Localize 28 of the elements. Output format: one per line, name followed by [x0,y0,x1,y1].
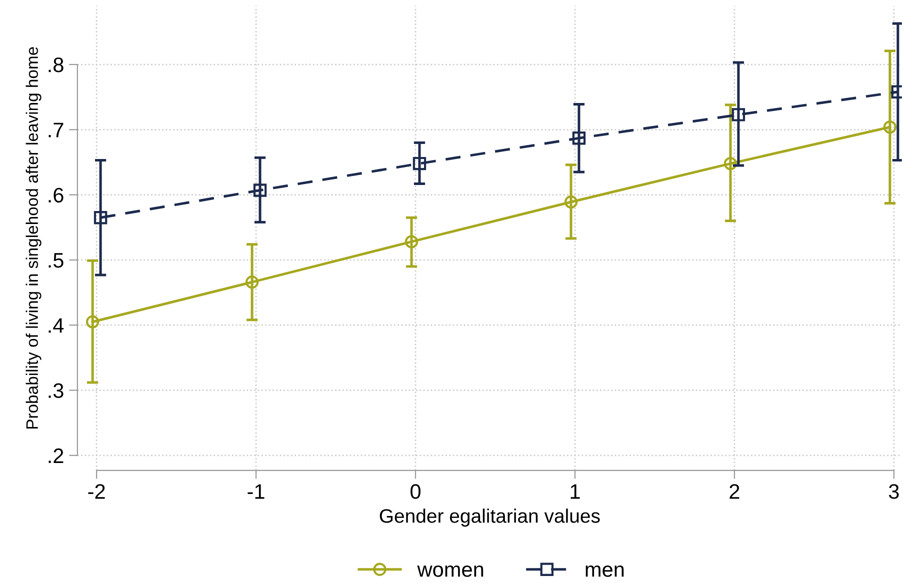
point [86,315,100,328]
x-tick-label: -2 [88,484,105,499]
x-tick-label: 2 [730,484,740,499]
x-tick-label: 0 [410,484,420,499]
point [245,276,259,289]
x-tick-label: 3 [888,484,899,499]
x-tick-label: 1 [570,484,580,499]
y-tick-label: .5 [48,253,64,268]
point [564,195,578,209]
legend-label: men [586,565,624,577]
point [253,184,267,197]
point [732,108,746,122]
point [404,235,418,248]
x-tick-label: -1 [248,484,264,499]
y-tick-label: .4 [48,318,64,333]
legend-label: women [417,565,484,577]
y-tick-label: .6 [48,188,64,203]
point [412,156,426,170]
point [883,120,897,134]
y-tick-label: .3 [48,383,64,398]
point [572,132,586,145]
y-tick-label: .8 [48,58,64,72]
y-tick-label: .2 [48,448,64,463]
y-axis-title: Probability of living in singlehood after leaving home [26,47,42,429]
point [94,211,108,224]
point [724,156,738,170]
x-axis-title: Gender egalitarian values [380,508,600,527]
y-tick-label: .7 [48,122,64,138]
